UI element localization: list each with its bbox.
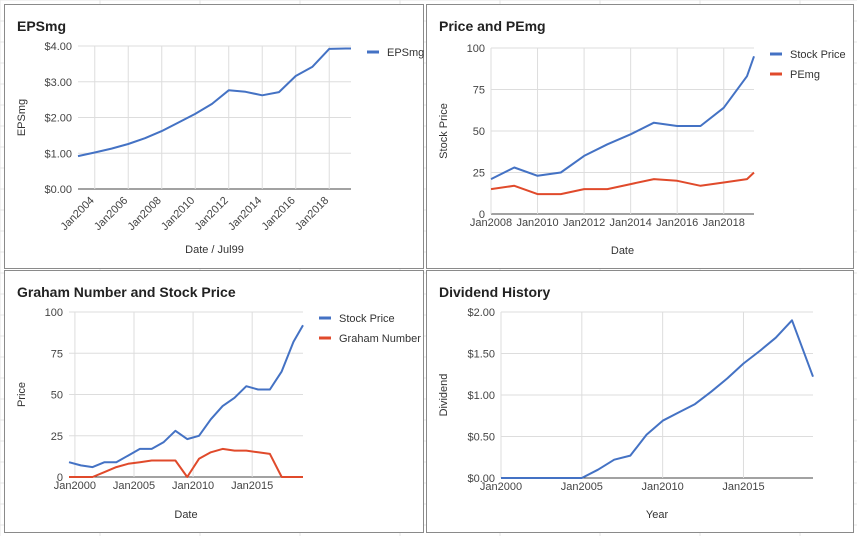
y-tick-label: $2.00: [467, 307, 495, 319]
y-tick-label: 75: [473, 85, 485, 97]
y-axis-title: Stock Price: [438, 103, 450, 159]
x-tick-label: Jan2015: [231, 480, 273, 492]
y-tick-label: 0: [479, 209, 485, 221]
series-line-0[interactable]: [490, 55, 755, 180]
chart-panel-epsmg[interactable]: EPSmg $0.00 $1.00 $2.00 $3.00 $4.00 Jan2004 Jan…: [4, 4, 424, 269]
y-tick-label: $1.00: [467, 390, 495, 402]
x-tick-label: Jan2005: [561, 481, 603, 493]
y-tick-label: $2.00: [44, 113, 72, 125]
x-axis-title: Date: [611, 245, 634, 257]
x-tick-label: Jan2010: [642, 481, 684, 493]
x-tick-label: Jan2005: [113, 480, 155, 492]
y-tick-label: 25: [51, 431, 63, 443]
legend-label: Stock Price: [790, 49, 846, 61]
y-axis-title: EPSmg: [16, 99, 28, 136]
chart-svg: Graham Number and Stock Price 0 25 50 75 100 J…: [16, 284, 421, 521]
chart-svg: EPSmg$0.00$1.00$2.00$3.00$4.00Jan2004Jan…: [16, 18, 424, 256]
x-tick-label: Jan2010: [159, 195, 197, 233]
legend-label: PEmg: [790, 69, 820, 81]
y-tick-label: $0.00: [44, 184, 72, 196]
series-line-1[interactable]: [69, 447, 303, 478]
y-axis-title: Price: [16, 382, 28, 407]
x-tick-label: Jan2006: [92, 195, 130, 233]
y-tick-label: 0: [57, 472, 63, 484]
chart-panel-graham-number[interactable]: Graham Number and Stock Price 0 25 50 75 100 J…: [4, 270, 424, 533]
chart-title: Dividend History: [439, 284, 550, 300]
series-line-0[interactable]: [77, 47, 351, 158]
x-tick-label: Jan2010: [516, 217, 558, 229]
series-line-1[interactable]: [490, 171, 755, 196]
y-axis-title: Dividend: [438, 374, 450, 417]
x-tick-label: Jan2010: [172, 480, 214, 492]
y-tick-label: $1.50: [467, 349, 495, 361]
chart-title: Price and PEmg: [439, 18, 546, 34]
legend-label: Graham Number: [339, 333, 421, 345]
y-tick-label: 50: [51, 390, 63, 402]
x-tick-label: Jan2012: [563, 217, 605, 229]
x-tick-label: Jan2004: [59, 195, 97, 233]
y-tick-label: $0.00: [467, 473, 495, 485]
y-tick-label: 50: [473, 126, 485, 138]
x-tick-label: Jan2015: [722, 481, 764, 493]
chart-svg: Price and PEmg 0 25 50 75 100 Jan2008 Jan2010 Ja…: [438, 18, 846, 257]
x-tick-label: Jan2000: [480, 481, 522, 493]
series-line-0[interactable]: [68, 324, 304, 469]
x-tick-label: Jan2018: [703, 217, 745, 229]
chart-svg: Dividend History $0.00 $0.50 $1.00 $1.50 $2.0…: [438, 284, 814, 521]
y-tick-label: $1.00: [44, 148, 72, 160]
x-axis-title: Year: [646, 509, 669, 521]
y-tick-label: 75: [51, 348, 63, 360]
x-tick-label: Jan2008: [126, 195, 164, 233]
series-line-0[interactable]: [501, 319, 814, 479]
x-axis-title: Date / Jul99: [185, 244, 244, 256]
y-tick-label: $3.00: [44, 77, 72, 89]
chart-title: Graham Number and Stock Price: [17, 284, 236, 300]
x-axis-title: Date: [174, 509, 197, 521]
y-tick-label: 100: [45, 307, 63, 319]
chart-panel-price-and-pemg[interactable]: Price and PEmg 0 25 50 75 100 Jan2008 Jan2010 Ja…: [426, 4, 854, 269]
x-tick-label: Jan2014: [610, 217, 652, 229]
chart-panel-dividend-history[interactable]: Dividend History $0.00 $0.50 $1.00 $1.50 $2.0…: [426, 270, 854, 533]
x-tick-label: Jan2014: [226, 195, 264, 233]
x-tick-label: Jan2008: [470, 217, 512, 229]
x-tick-label: Jan2016: [656, 217, 698, 229]
x-tick-label: Jan2016: [260, 195, 298, 233]
y-tick-label: 25: [473, 168, 485, 180]
x-tick-label: Jan2018: [293, 195, 331, 233]
y-tick-label: $0.50: [467, 432, 495, 444]
x-tick-label: Jan2012: [193, 195, 231, 233]
legend-label: EPSmg: [387, 47, 424, 59]
y-tick-label: $4.00: [44, 41, 72, 53]
legend-label: Stock Price: [339, 313, 395, 325]
chart-title: EPSmg: [17, 18, 66, 34]
x-tick-label: Jan2000: [54, 480, 96, 492]
y-tick-label: 100: [467, 43, 485, 55]
